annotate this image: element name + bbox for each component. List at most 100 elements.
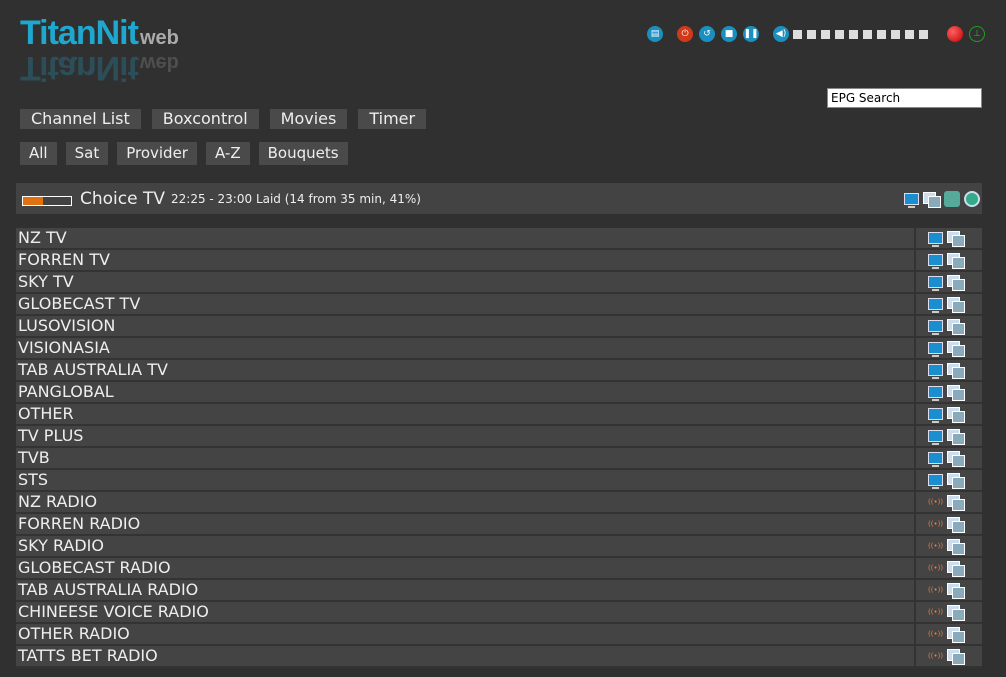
channel-row[interactable]: NZ TV (16, 228, 982, 250)
radio-icon[interactable]: ((•)) (928, 497, 944, 506)
filter-provider[interactable]: Provider (117, 142, 197, 165)
tv-icon[interactable] (928, 452, 943, 467)
volume-icon[interactable]: ◀) (773, 26, 789, 42)
channel-row[interactable]: SKY RADIO ((•)) (16, 536, 982, 558)
radio-icon[interactable]: ((•)) (928, 563, 944, 572)
channel-row[interactable]: TV PLUS (16, 426, 982, 448)
channel-name[interactable]: TAB AUSTRALIA RADIO (16, 580, 914, 602)
channel-row[interactable]: OTHER (16, 404, 982, 426)
radio-icon[interactable]: ((•)) (928, 607, 944, 616)
record-icon[interactable] (947, 26, 963, 42)
restart-icon[interactable]: ↺ (699, 26, 715, 42)
channel-name[interactable]: TV PLUS (16, 426, 914, 448)
channel-name[interactable]: GLOBECAST TV (16, 294, 914, 316)
volume-step[interactable] (821, 29, 830, 39)
volume-step[interactable] (863, 29, 872, 39)
channel-name[interactable]: NZ TV (16, 228, 914, 250)
channel-row[interactable]: PANGLOBAL (16, 382, 982, 404)
channel-row[interactable]: OTHER RADIO ((•)) (16, 624, 982, 646)
filter-all[interactable]: All (20, 142, 57, 165)
channel-row[interactable]: FORREN RADIO ((•)) (16, 514, 982, 536)
tv-icon[interactable] (928, 276, 943, 291)
volume-step[interactable] (905, 29, 914, 39)
epg-icon[interactable] (947, 451, 965, 467)
channel-row[interactable]: NZ RADIO ((•)) (16, 492, 982, 514)
tv-icon[interactable] (928, 254, 943, 269)
channel-name[interactable]: FORREN RADIO (16, 514, 914, 536)
channel-name[interactable]: TAB AUSTRALIA TV (16, 360, 914, 382)
tv-icon[interactable] (928, 430, 943, 445)
channel-name[interactable]: VISIONASIA (16, 338, 914, 360)
tv-icon[interactable] (928, 342, 943, 357)
epg-icon[interactable] (947, 341, 965, 357)
volume-step[interactable] (849, 29, 858, 39)
channel-row[interactable]: SKY TV (16, 272, 982, 294)
channel-row[interactable]: TAB AUSTRALIA TV (16, 360, 982, 382)
volume-step[interactable] (793, 29, 802, 39)
channel-name[interactable]: TVB (16, 448, 914, 470)
epg-icon[interactable] (947, 649, 965, 665)
volume-step[interactable] (877, 29, 886, 39)
epg-icon[interactable] (947, 517, 965, 533)
channel-row[interactable]: VISIONASIA (16, 338, 982, 360)
channel-row[interactable]: CHINEESE VOICE RADIO ((•)) (16, 602, 982, 624)
tv-icon[interactable] (928, 474, 943, 489)
remote-icon[interactable]: ▤ (647, 26, 663, 42)
epg-icon[interactable] (947, 627, 965, 643)
radio-icon[interactable]: ((•)) (928, 541, 944, 550)
epg-icon[interactable] (947, 385, 965, 401)
channel-name[interactable]: FORREN TV (16, 250, 914, 272)
channel-name[interactable]: SKY TV (16, 272, 914, 294)
channel-name[interactable]: OTHER (16, 404, 914, 426)
radio-icon[interactable]: ((•)) (928, 519, 944, 528)
epg-icon[interactable] (947, 429, 965, 445)
channel-row[interactable]: TATTS BET RADIO ((•)) (16, 646, 982, 668)
channel-row[interactable]: TVB (16, 448, 982, 470)
radio-icon[interactable]: ((•)) (928, 651, 944, 660)
channel-name[interactable]: STS (16, 470, 914, 492)
tv-icon[interactable] (928, 320, 943, 335)
power-icon[interactable]: ⏻ (677, 26, 693, 42)
menu-timer[interactable]: Timer (358, 109, 427, 129)
radio-icon[interactable]: ((•)) (928, 629, 944, 638)
channel-row[interactable]: LUSOVISION (16, 316, 982, 338)
channel-row[interactable]: STS (16, 470, 982, 492)
channel-row[interactable]: GLOBECAST RADIO ((•)) (16, 558, 982, 580)
globe-icon[interactable] (964, 190, 980, 207)
menu-movies[interactable]: Movies (269, 109, 348, 129)
filter-bouquets[interactable]: Bouquets (258, 142, 348, 165)
epg-icon[interactable] (947, 231, 965, 247)
epg-icon[interactable] (923, 191, 941, 208)
channel-row[interactable]: TAB AUSTRALIA RADIO ((•)) (16, 580, 982, 602)
channel-name[interactable]: OTHER RADIO (16, 624, 914, 646)
epg-icon[interactable] (947, 407, 965, 423)
epg-icon[interactable] (947, 605, 965, 621)
tv-icon[interactable] (928, 364, 943, 379)
channel-name[interactable]: TATTS BET RADIO (16, 646, 914, 668)
pause-icon[interactable]: ❚❚ (743, 26, 759, 42)
filter-sat[interactable]: Sat (65, 142, 109, 165)
channel-name[interactable]: LUSOVISION (16, 316, 914, 338)
menu-channel-list[interactable]: Channel List (20, 109, 141, 129)
web-epg-icon[interactable] (944, 190, 960, 207)
channel-name[interactable]: PANGLOBAL (16, 382, 914, 404)
volume-step[interactable] (919, 29, 928, 39)
volume-step[interactable] (807, 29, 816, 39)
radio-icon[interactable]: ((•)) (928, 585, 944, 594)
epg-icon[interactable] (947, 253, 965, 269)
stop-icon[interactable]: ■ (721, 26, 737, 42)
epg-icon[interactable] (947, 539, 965, 555)
tv-icon[interactable] (928, 408, 943, 423)
epg-icon[interactable] (947, 275, 965, 291)
epg-search-input[interactable] (827, 88, 982, 108)
channel-row[interactable]: GLOBECAST TV (16, 294, 982, 316)
volume-slider[interactable] (793, 29, 933, 39)
channel-row[interactable]: FORREN TV (16, 250, 982, 272)
filter-a-z[interactable]: A-Z (205, 142, 250, 165)
epg-icon[interactable] (947, 583, 965, 599)
epg-icon[interactable] (947, 473, 965, 489)
channel-name[interactable]: NZ RADIO (16, 492, 914, 514)
channel-name[interactable]: SKY RADIO (16, 536, 914, 558)
epg-icon[interactable] (947, 561, 965, 577)
stream-tv-icon[interactable] (904, 192, 919, 208)
